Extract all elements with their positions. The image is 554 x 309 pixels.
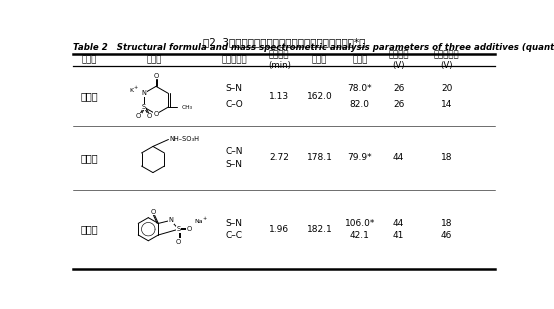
Text: O: O xyxy=(153,111,158,117)
Text: 162.0: 162.0 xyxy=(307,92,332,101)
Text: 安赛蜜: 安赛蜜 xyxy=(80,91,98,101)
Text: 20: 20 xyxy=(441,84,453,93)
Text: O: O xyxy=(147,113,152,120)
Text: 79.9*: 79.9* xyxy=(347,154,372,163)
Text: 14: 14 xyxy=(441,99,453,108)
Text: +: + xyxy=(203,216,207,221)
Text: 母离子: 母离子 xyxy=(312,56,327,65)
Text: S: S xyxy=(177,226,181,232)
Text: S–N: S–N xyxy=(226,84,243,93)
Text: O: O xyxy=(136,113,141,120)
Text: O: O xyxy=(176,239,181,244)
Text: 糖精钓: 糖精钓 xyxy=(80,224,98,234)
Text: 2.72: 2.72 xyxy=(269,154,289,163)
Text: S–N: S–N xyxy=(226,160,243,169)
Text: 46: 46 xyxy=(441,231,453,240)
Text: 保留时间
(min): 保留时间 (min) xyxy=(268,50,291,70)
Text: Table 2   Structural formula and mass spectrometric analysis parameters of three: Table 2 Structural formula and mass spec… xyxy=(73,43,554,52)
Text: 178.1: 178.1 xyxy=(306,154,332,163)
Text: Na: Na xyxy=(194,219,203,224)
Text: 18: 18 xyxy=(441,218,453,227)
Text: O: O xyxy=(153,73,158,78)
Text: 182.1: 182.1 xyxy=(307,225,332,234)
Text: C–N: C–N xyxy=(225,147,243,156)
Text: 106.0*: 106.0* xyxy=(345,218,375,227)
Text: 碰撞池电压
(V): 碰撞池电压 (V) xyxy=(434,50,459,70)
Text: S–N: S–N xyxy=(226,218,243,227)
Text: K: K xyxy=(130,88,134,93)
Text: O: O xyxy=(187,226,192,232)
Text: 锥孔电压
(V): 锥孔电压 (V) xyxy=(388,50,409,70)
Text: O: O xyxy=(151,209,156,215)
Text: 82.0: 82.0 xyxy=(350,99,370,108)
Text: 26: 26 xyxy=(393,99,404,108)
Text: 78.0*: 78.0* xyxy=(347,84,372,93)
Text: 断裂化学键: 断裂化学键 xyxy=(222,56,247,65)
Text: NH–SO₃H: NH–SO₃H xyxy=(169,136,199,142)
Text: 1.13: 1.13 xyxy=(269,92,289,101)
Text: 18: 18 xyxy=(441,154,453,163)
Text: 1.96: 1.96 xyxy=(269,225,289,234)
Text: +: + xyxy=(134,85,137,91)
Text: N: N xyxy=(141,90,146,96)
Text: C–C: C–C xyxy=(226,231,243,240)
Text: 化合物: 化合物 xyxy=(81,56,97,65)
Text: 甜蜜素: 甜蜜素 xyxy=(80,153,98,163)
Text: N: N xyxy=(168,217,173,223)
Text: 41: 41 xyxy=(393,231,404,240)
Text: 44: 44 xyxy=(393,218,404,227)
Text: 结构式: 结构式 xyxy=(147,56,162,65)
Text: 44: 44 xyxy=(393,154,404,163)
Text: 26: 26 xyxy=(393,84,404,93)
Text: C–O: C–O xyxy=(225,99,243,108)
Text: 表2  3种添加剂的结构式与质谱分析参数（定量离子*）: 表2 3种添加剂的结构式与质谱分析参数（定量离子*） xyxy=(203,37,365,47)
Text: 子离子: 子离子 xyxy=(352,56,367,65)
Text: S: S xyxy=(142,104,146,110)
Text: CH₃: CH₃ xyxy=(181,105,192,110)
Text: 42.1: 42.1 xyxy=(350,231,370,240)
